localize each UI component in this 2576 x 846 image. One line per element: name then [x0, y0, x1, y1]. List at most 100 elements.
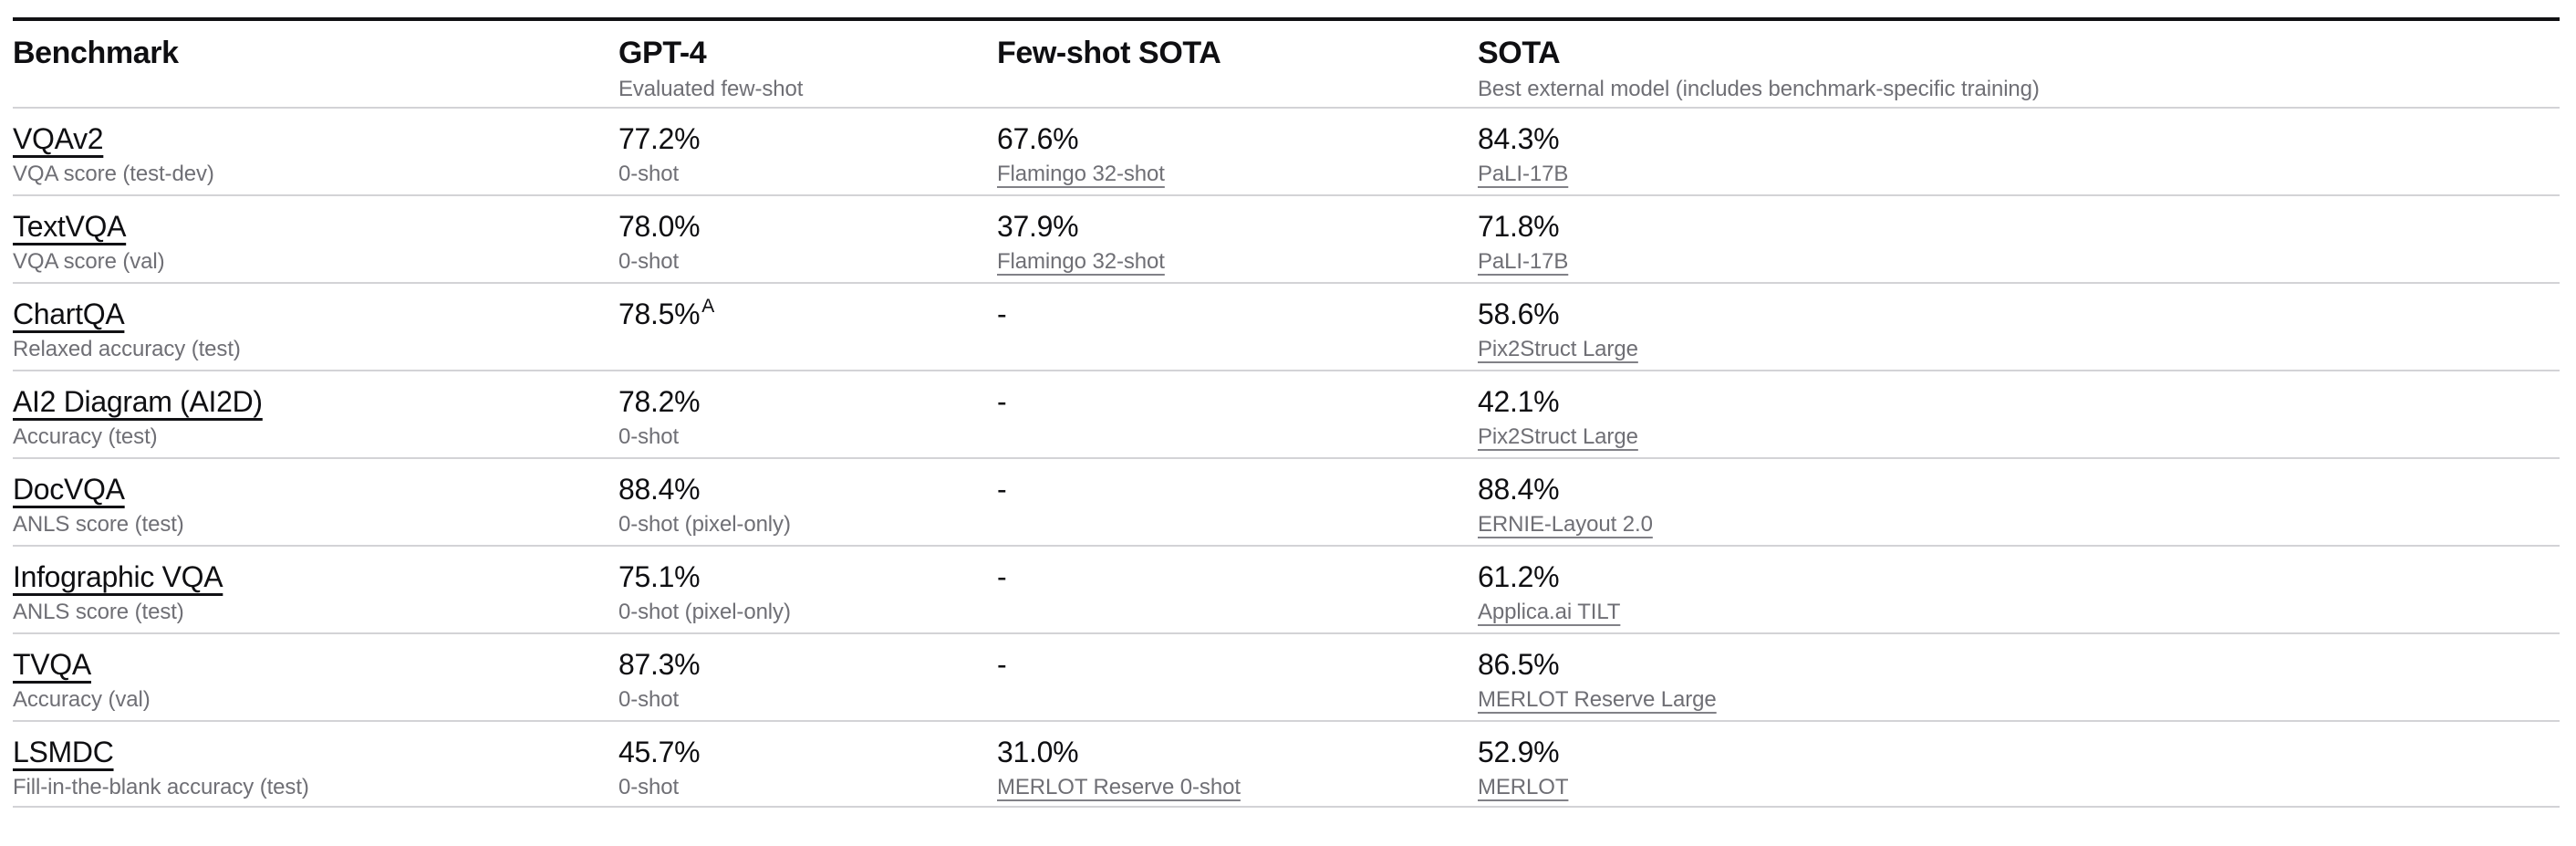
- fewshot-sota-model-link[interactable]: Flamingo 32-shot: [997, 162, 1165, 186]
- fewshot-sota-cell: 67.6% Flamingo 32-shot: [997, 123, 1478, 194]
- sota-value: 86.5%: [1478, 648, 1560, 681]
- benchmark-metric-label: Fill-in-the-blank accuracy (test): [13, 775, 309, 799]
- fewshot-sota-value: -: [997, 560, 1007, 593]
- sota-value: 42.1%: [1478, 385, 1560, 418]
- benchmark-metric-label: Relaxed accuracy (test): [13, 337, 241, 361]
- sota-model-link[interactable]: PaLI-17B: [1478, 162, 1569, 186]
- sota-cell: 61.2% Applica.ai TILT: [1478, 561, 2560, 632]
- benchmark-metric-label: Accuracy (val): [13, 687, 151, 712]
- gpt4-shot-label: 0-shot: [618, 687, 680, 712]
- sota-cell: 71.8% PaLI-17B: [1478, 211, 2560, 282]
- sota-value: 84.3%: [1478, 122, 1560, 155]
- header-cell-benchmark: Benchmark: [13, 37, 618, 107]
- benchmark-link[interactable]: ChartQA: [13, 298, 125, 330]
- gpt4-cell: 78.0% 0-shot: [618, 211, 997, 282]
- fewshot-sota-model-link[interactable]: Flamingo 32-shot: [997, 249, 1165, 274]
- benchmark-link[interactable]: VQAv2: [13, 122, 104, 155]
- fewshot-sota-cell: -: [997, 298, 1478, 370]
- sota-model-link[interactable]: ERNIE-Layout 2.0: [1478, 512, 1653, 537]
- sota-cell: 86.5% MERLOT Reserve Large: [1478, 649, 2560, 720]
- gpt4-cell: 75.1% 0-shot (pixel-only): [618, 561, 997, 632]
- table-row: Infographic VQA ANLS score (test) 75.1% …: [13, 545, 2560, 632]
- gpt4-score: 77.2%: [618, 122, 701, 155]
- gpt4-score: 87.3%: [618, 648, 701, 681]
- gpt4-cell: 78.5%A: [618, 296, 997, 370]
- sota-cell: 52.9% MERLOT: [1478, 736, 2560, 806]
- sota-cell: 84.3% PaLI-17B: [1478, 123, 2560, 194]
- fewshot-sota-value: -: [997, 385, 1007, 418]
- table-row: LSMDC Fill-in-the-blank accuracy (test) …: [13, 720, 2560, 808]
- fewshot-sota-cell: -: [997, 474, 1478, 545]
- sota-model-link[interactable]: Pix2Struct Large: [1478, 424, 1638, 449]
- column-subtitle-gpt4: Evaluated few-shot: [618, 77, 804, 101]
- gpt4-value: 75.1%: [618, 561, 701, 592]
- gpt4-value: 45.7%: [618, 736, 701, 768]
- column-header-gpt4: GPT-4: [618, 36, 707, 70]
- sota-cell: 42.1% Pix2Struct Large: [1478, 386, 2560, 457]
- benchmark-cell: TextVQA VQA score (val): [13, 211, 618, 282]
- table-row: DocVQA ANLS score (test) 88.4% 0-shot (p…: [13, 457, 2560, 545]
- sota-value: 58.6%: [1478, 298, 1560, 330]
- column-header-fewshot-sota: Few-shot SOTA: [997, 36, 1221, 70]
- fewshot-sota-value: -: [997, 648, 1007, 681]
- sota-model-link[interactable]: MERLOT: [1478, 775, 1569, 799]
- table-header-row: Benchmark GPT-4 Evaluated few-shot Few-s…: [13, 21, 2560, 107]
- gpt4-shot-label: 0-shot (pixel-only): [618, 512, 791, 537]
- sota-value: 52.9%: [1478, 736, 1560, 768]
- fewshot-sota-model-link[interactable]: MERLOT Reserve 0-shot: [997, 775, 1241, 799]
- benchmark-link[interactable]: Infographic VQA: [13, 560, 223, 593]
- gpt4-score: 78.5%: [618, 298, 701, 330]
- gpt4-cell: 45.7% 0-shot: [618, 736, 997, 806]
- sota-cell: 88.4% ERNIE-Layout 2.0: [1478, 474, 2560, 545]
- benchmark-link[interactable]: TextVQA: [13, 210, 127, 243]
- gpt4-shot-label: 0-shot: [618, 775, 680, 799]
- benchmark-cell: TVQA Accuracy (val): [13, 649, 618, 720]
- gpt4-value: 77.2%: [618, 122, 701, 155]
- gpt4-cell: 78.2% 0-shot: [618, 386, 997, 457]
- sota-model-link[interactable]: PaLI-17B: [1478, 249, 1569, 274]
- gpt4-cell: 87.3% 0-shot: [618, 649, 997, 720]
- fewshot-sota-cell: -: [997, 561, 1478, 632]
- header-cell-sota: SOTA Best external model (includes bench…: [1478, 37, 2560, 107]
- benchmark-link[interactable]: DocVQA: [13, 473, 125, 506]
- gpt4-shot-label: 0-shot (pixel-only): [618, 600, 791, 624]
- table-row: ChartQA Relaxed accuracy (test) 78.5%A -…: [13, 282, 2560, 370]
- fewshot-sota-cell: -: [997, 386, 1478, 457]
- column-subtitle-sota: Best external model (includes benchmark-…: [1478, 77, 2040, 101]
- sota-model-link[interactable]: Applica.ai TILT: [1478, 600, 1621, 624]
- table-row: TextVQA VQA score (val) 78.0% 0-shot 37.…: [13, 194, 2560, 282]
- fewshot-sota-value: -: [997, 473, 1007, 506]
- gpt4-score: 78.0%: [618, 210, 701, 243]
- benchmark-cell: VQAv2 VQA score (test-dev): [13, 123, 618, 194]
- sota-value: 61.2%: [1478, 560, 1560, 593]
- sota-model-link[interactable]: MERLOT Reserve Large: [1478, 687, 1717, 712]
- gpt4-value: 78.2%: [618, 385, 701, 418]
- gpt4-shot-label: 0-shot: [618, 249, 680, 274]
- gpt4-value: 78.5%A: [618, 296, 714, 330]
- benchmark-cell: Infographic VQA ANLS score (test): [13, 561, 618, 632]
- benchmark-cell: LSMDC Fill-in-the-blank accuracy (test): [13, 736, 618, 806]
- column-header-benchmark: Benchmark: [13, 36, 179, 70]
- fewshot-sota-cell: 31.0% MERLOT Reserve 0-shot: [997, 736, 1478, 806]
- gpt4-score: 78.2%: [618, 385, 701, 418]
- gpt4-cell: 77.2% 0-shot: [618, 123, 997, 194]
- footnote-marker: A: [701, 296, 714, 317]
- fewshot-sota-value: 67.6%: [997, 122, 1079, 155]
- gpt4-value: 78.0%: [618, 210, 701, 243]
- sota-cell: 58.6% Pix2Struct Large: [1478, 298, 2560, 370]
- table-row: VQAv2 VQA score (test-dev) 77.2% 0-shot …: [13, 107, 2560, 194]
- benchmark-metric-label: ANLS score (test): [13, 512, 184, 537]
- fewshot-sota-value: -: [997, 298, 1007, 330]
- benchmark-cell: AI2 Diagram (AI2D) Accuracy (test): [13, 386, 618, 457]
- benchmark-link[interactable]: AI2 Diagram (AI2D): [13, 385, 263, 418]
- benchmark-metric-label: VQA score (test-dev): [13, 162, 214, 186]
- fewshot-sota-value: 31.0%: [997, 736, 1079, 768]
- fewshot-sota-cell: 37.9% Flamingo 32-shot: [997, 211, 1478, 282]
- gpt4-value: 88.4%: [618, 474, 701, 505]
- sota-model-link[interactable]: Pix2Struct Large: [1478, 337, 1638, 361]
- fewshot-sota-cell: -: [997, 649, 1478, 720]
- sota-value: 88.4%: [1478, 473, 1560, 506]
- gpt4-score: 45.7%: [618, 736, 701, 768]
- benchmark-link[interactable]: LSMDC: [13, 736, 114, 768]
- benchmark-link[interactable]: TVQA: [13, 648, 91, 681]
